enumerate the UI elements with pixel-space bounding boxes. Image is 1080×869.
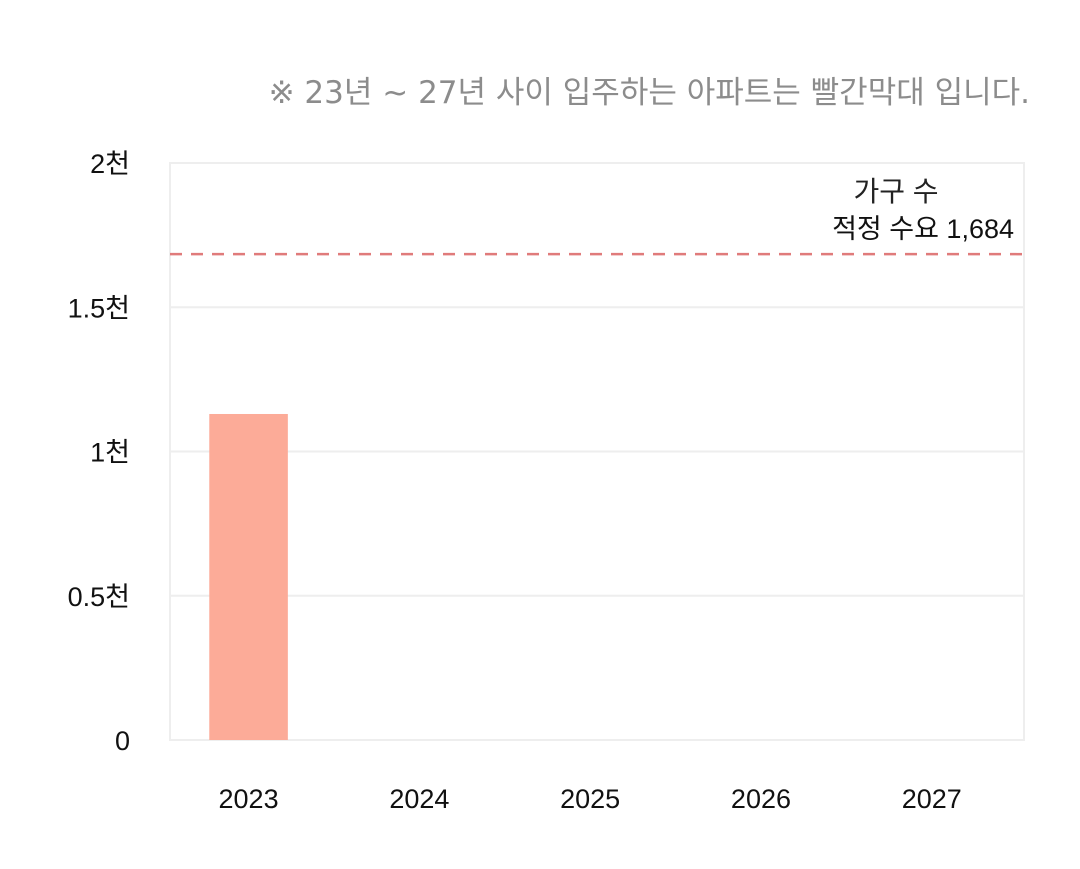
x-axis-ticks: 2023 2024 2025 2026 2027 <box>219 784 962 814</box>
x-tick-label: 2026 <box>731 784 791 814</box>
y-axis-ticks: 0 0.5천 1천 1.5천 2천 <box>68 149 130 756</box>
y-tick-label: 1.5천 <box>68 293 130 323</box>
x-tick-label: 2024 <box>389 784 449 814</box>
series-label: 가구 수 <box>853 176 938 207</box>
chart-note: ※ 23년 ~ 27년 사이 입주하는 아파트는 빨간막대 입니다. <box>269 75 1030 111</box>
reference-line-label: 적정 수요 1,684 <box>832 214 1014 244</box>
plot-frame <box>169 162 1025 741</box>
x-tick-label: 2025 <box>560 784 620 814</box>
x-tick-label: 2027 <box>902 784 962 814</box>
bar-2023 <box>209 413 288 740</box>
y-tick-label: 1천 <box>90 438 130 468</box>
y-tick-label: 0 <box>115 726 130 756</box>
bars-layer <box>209 413 288 740</box>
grid-layer <box>170 162 1024 741</box>
x-tick-label: 2023 <box>219 784 279 814</box>
reference-line-layer: 적정 수요 1,684 <box>170 214 1024 256</box>
y-tick-label: 0.5천 <box>68 582 130 612</box>
y-tick-label: 2천 <box>90 149 130 179</box>
